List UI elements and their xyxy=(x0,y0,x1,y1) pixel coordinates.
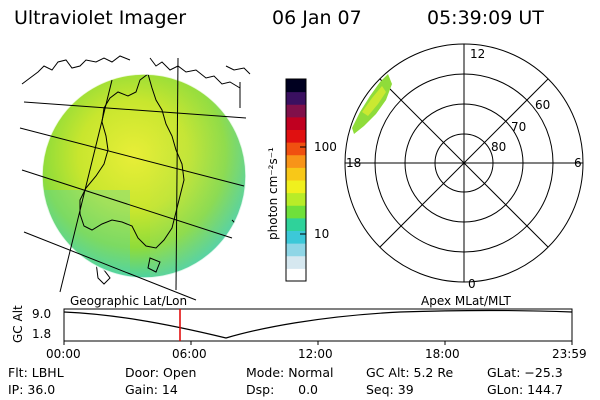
info-mode: Mode: Normal xyxy=(246,365,334,380)
colorbar-band xyxy=(286,243,306,257)
colorbar-band xyxy=(286,129,306,143)
colorbar-band xyxy=(286,142,306,156)
apex-label: Apex MLat/MLT xyxy=(421,294,511,308)
info-dsp: Dsp: 0.0 xyxy=(246,382,319,397)
australia-coastline xyxy=(79,74,185,249)
colorbar-band xyxy=(286,217,306,231)
y-tick-1-8: 1.8 xyxy=(32,327,52,341)
colorbar-band xyxy=(286,255,306,269)
colorbar-band xyxy=(286,91,306,105)
colorbar-band xyxy=(286,230,306,244)
info-gcalt: GC Alt: 5.2 Re xyxy=(366,365,454,380)
gc-alt-axis-label: GC Alt xyxy=(11,305,25,343)
polar-ring-label-60: 60 xyxy=(535,98,551,112)
colorbar-unit-label: photon cm⁻²s⁻¹ xyxy=(266,147,280,240)
x-tick-0600: 06:00 xyxy=(172,347,207,361)
app-title: Ultraviolet Imager xyxy=(14,7,187,29)
date-readout: 06 Jan 07 xyxy=(272,7,362,29)
polar-aurora-patch xyxy=(352,74,392,134)
polar-clock-0: 0 xyxy=(468,277,476,291)
info-glat: GLat: −25.3 xyxy=(487,365,563,380)
altitude-curve xyxy=(63,309,573,339)
polar-clock-18: 18 xyxy=(346,156,362,170)
polar-clock-12: 12 xyxy=(470,47,486,61)
colorbar xyxy=(286,79,306,282)
info-flt: Flt: LBHL xyxy=(8,365,64,380)
coastline-outside xyxy=(21,55,251,285)
colorbar-tick-100: 100 xyxy=(314,140,337,154)
x-tick-2359: 23:59 xyxy=(552,347,587,361)
polar-ring-label-80: 80 xyxy=(491,140,507,154)
info-door: Door: Open xyxy=(125,365,197,380)
x-tick-1200: 12:00 xyxy=(298,347,333,361)
time-readout: 05:39:09 UT xyxy=(427,7,544,29)
colorbar-band xyxy=(286,154,306,168)
colorbar-band xyxy=(286,104,306,118)
y-tick-9: 9.0 xyxy=(32,307,52,321)
colorbar-tick-10: 10 xyxy=(314,227,330,241)
colorbar-band xyxy=(286,116,306,130)
polar-plot xyxy=(344,43,584,283)
info-seq: Seq: 39 xyxy=(366,382,414,397)
info-ip: IP: 36.0 xyxy=(8,382,56,397)
colorbar-band xyxy=(286,167,306,181)
polar-clock-6: 6 xyxy=(574,156,582,170)
x-tick-0000: 00:00 xyxy=(46,347,81,361)
colorbar-band xyxy=(286,192,306,206)
colorbar-band xyxy=(286,79,306,93)
info-glon: GLon: 144.7 xyxy=(487,382,563,397)
polar-ring-label-70: 70 xyxy=(511,120,527,134)
x-tick-1800: 18:00 xyxy=(425,347,460,361)
colorbar-band xyxy=(286,180,306,194)
geographic-label: Geographic Lat/Lon xyxy=(70,294,188,308)
uv-globe-image xyxy=(19,57,247,301)
altitude-plot-frame xyxy=(63,308,573,342)
info-gain: Gain: 14 xyxy=(125,382,178,397)
colorbar-band xyxy=(286,205,306,219)
colorbar-band xyxy=(286,268,306,282)
